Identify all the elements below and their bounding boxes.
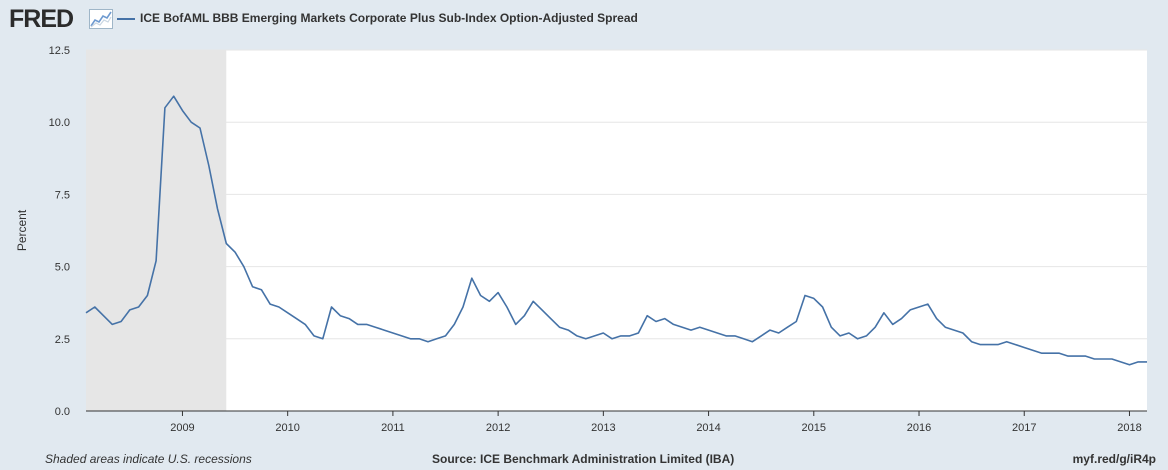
legend-label: ICE BofAML BBB Emerging Markets Corporat… [140, 11, 638, 25]
x-tick-label: 2018 [1117, 422, 1141, 434]
x-tick-label: 2015 [802, 422, 826, 434]
fred-logo[interactable]: FRED [9, 5, 74, 33]
y-tick-label: 0.0 [55, 406, 70, 418]
source-text: Source: ICE Benchmark Administration Lim… [432, 452, 735, 466]
recession-note: Shaded areas indicate U.S. recessions [45, 452, 252, 466]
x-tick-label: 2012 [486, 422, 510, 434]
recession-shade [86, 50, 227, 411]
y-tick-label: 5.0 [55, 262, 70, 274]
x-tick-label: 2014 [696, 422, 720, 434]
chart-header: FRED ICE BofAML BBB Emerging Markets Cor… [0, 0, 1168, 40]
y-tick-label: 10.0 [49, 117, 70, 129]
x-tick-label: 2011 [381, 422, 405, 434]
series-line [85, 95, 1147, 366]
x-tick-label: 2009 [170, 422, 194, 434]
x-tick-label: 2013 [591, 422, 615, 434]
x-tick-label: 2017 [1012, 422, 1036, 434]
y-axis-title: Percent [15, 209, 29, 251]
plot-area [86, 50, 1147, 411]
legend-line-swatch [117, 18, 135, 20]
x-tick-label: 2010 [275, 422, 299, 434]
x-tick-label: 2016 [907, 422, 931, 434]
short-url-link[interactable]: myf.red/g/iR4p [1072, 452, 1156, 466]
y-tick-label: 12.5 [49, 45, 70, 57]
line-chart-icon [89, 9, 113, 29]
y-tick-label: 7.5 [55, 189, 70, 201]
y-tick-label: 2.5 [55, 334, 70, 346]
